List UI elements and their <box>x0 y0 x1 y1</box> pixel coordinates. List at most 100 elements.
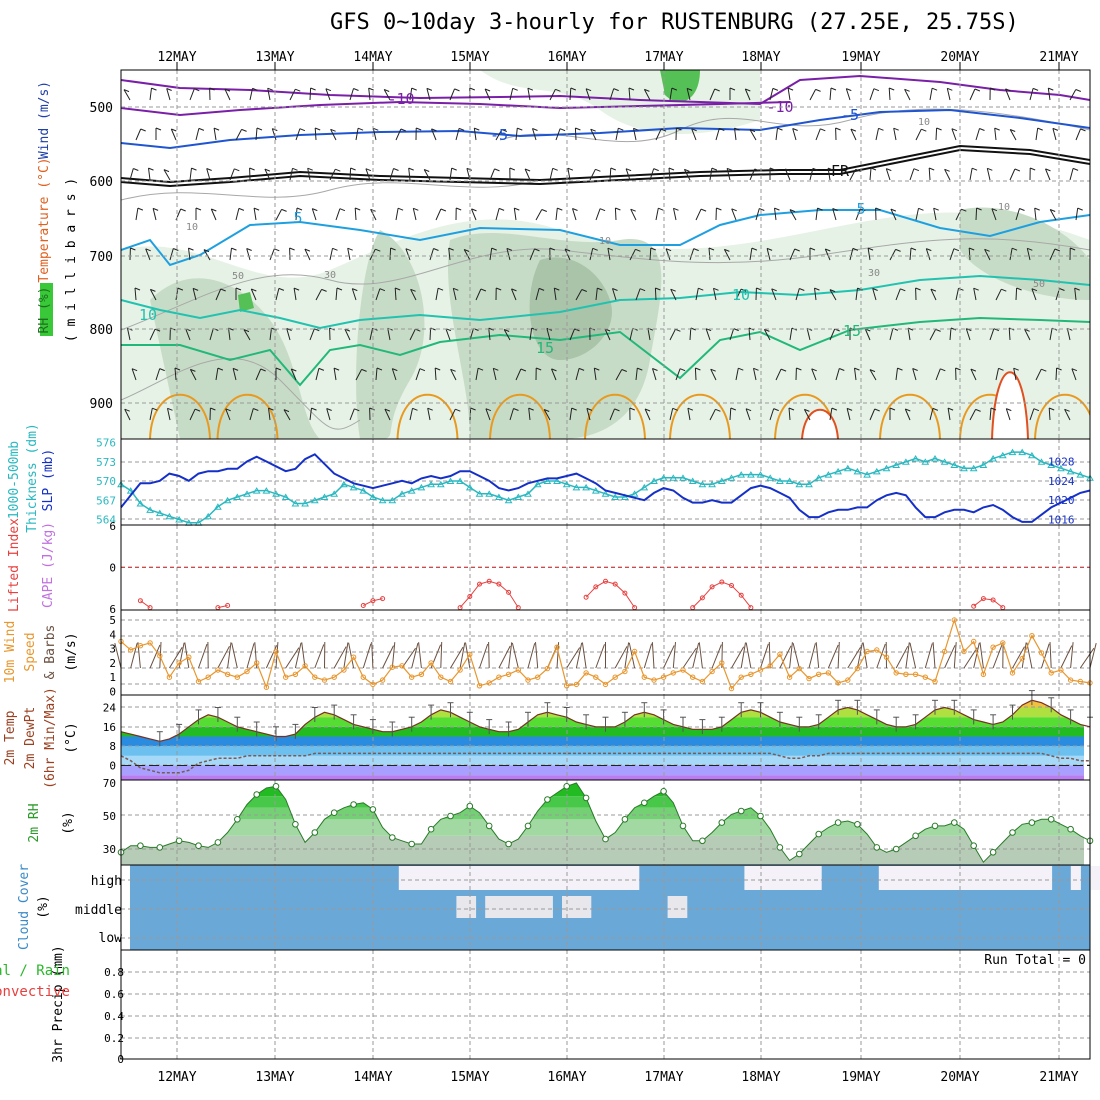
thickness-point <box>727 474 736 481</box>
wind-barb-flag <box>987 167 993 171</box>
temperature-contour-4 <box>121 148 1090 188</box>
wind10-barb <box>651 642 655 669</box>
wind-barb <box>595 288 598 301</box>
bottom-date-label: 18MAY <box>741 1070 780 1085</box>
wind-barb <box>431 128 437 141</box>
rh2m-point <box>834 819 842 826</box>
wind10-barb <box>130 643 138 669</box>
wind-barb-flag <box>975 408 981 412</box>
wind-barb-flag <box>753 367 759 371</box>
wind-barb <box>731 208 737 221</box>
wind-barb <box>215 368 219 381</box>
rh2m-point <box>466 802 474 810</box>
wind10-point <box>302 663 308 669</box>
wind-barb <box>615 369 623 381</box>
wind-barb-flag <box>304 248 311 252</box>
wind-barb-flag <box>235 287 242 291</box>
wind-barb-flag <box>437 287 444 291</box>
wind-barb <box>575 289 583 301</box>
wind-barb <box>485 408 491 421</box>
wind-barb <box>595 208 601 221</box>
wind-barb-flag <box>167 407 173 411</box>
wind10-barb <box>343 642 349 669</box>
wind10-barb <box>932 642 936 669</box>
wind10-point <box>341 667 347 673</box>
wind-barb <box>551 368 557 381</box>
temperature-contour-3 <box>121 144 1090 184</box>
wind-barb <box>325 88 331 101</box>
rh-mask <box>121 780 1090 863</box>
wind-barb-flag <box>716 207 722 211</box>
lifted-index-point <box>486 578 492 584</box>
wind-barb-flag <box>477 367 484 371</box>
wind-barb <box>1064 409 1071 421</box>
wind10-barb <box>1060 645 1073 669</box>
temp-band-3 <box>121 746 1084 756</box>
cloud-cover-panel <box>130 865 1100 950</box>
rh2m-point <box>137 842 144 850</box>
rh2m-point <box>989 849 997 856</box>
wind-barb <box>889 249 897 261</box>
wind10-point <box>903 671 909 677</box>
wind-barb-flag <box>395 287 401 291</box>
wind-barb-flag <box>931 87 938 91</box>
dewpoint-line <box>120 752 1090 774</box>
cloud-high-gap <box>619 866 630 890</box>
wind-barb <box>155 368 161 381</box>
wind-barb <box>929 329 937 341</box>
wind-barb <box>986 168 991 181</box>
wind-barb <box>652 368 657 381</box>
wind-barb <box>845 88 851 101</box>
top-date-label: 17MAY <box>644 50 683 65</box>
wind-barb-flag <box>921 128 927 132</box>
cloud-high-gap <box>542 866 553 890</box>
wind-barb <box>723 249 731 261</box>
rh-fill <box>121 780 1090 865</box>
wind-barb-flag <box>947 87 953 91</box>
rh2m-point <box>234 816 241 823</box>
wind-barb <box>912 368 917 381</box>
thickness-point <box>872 467 881 475</box>
wind-barb <box>412 208 417 221</box>
wind10-point <box>128 647 134 653</box>
wind10-barb <box>371 641 374 669</box>
wind10-barb <box>450 646 464 669</box>
wind-barb-flag <box>1059 288 1065 291</box>
wind10-point <box>476 683 483 689</box>
wind-barb-flag <box>766 247 773 251</box>
wind-barb-flag <box>592 247 598 251</box>
wind10-point <box>883 654 890 660</box>
wind10-barb <box>731 646 745 669</box>
wind-barb-flag <box>225 408 231 412</box>
warm-contour-0 <box>149 393 211 439</box>
wind10-point <box>796 665 802 672</box>
wind-barb <box>872 288 877 301</box>
wind-barb <box>267 88 271 101</box>
thickness-point <box>427 480 435 488</box>
wind-barb <box>543 409 551 421</box>
wind-barb <box>933 208 937 221</box>
wind-barb-flag <box>930 288 937 292</box>
wind-barb-flag <box>453 287 459 291</box>
wind-barb <box>449 88 455 101</box>
thickness-point <box>921 458 930 465</box>
wind-barb-flag <box>614 408 620 412</box>
lifted-tick-label: 6 <box>109 603 116 616</box>
wind-barb-flag <box>976 207 982 211</box>
contour-label: 10 <box>139 306 157 324</box>
thickness-point <box>146 506 154 513</box>
wind-barb-flag <box>228 327 234 331</box>
wind-barb <box>569 408 573 421</box>
wind-barb <box>210 208 217 221</box>
wind-tick-label: 2 <box>109 657 116 670</box>
wind-barb-flag <box>940 368 946 372</box>
cloud-high-gap <box>907 866 918 890</box>
wind10-barb <box>1089 642 1097 669</box>
wind10-barb <box>692 642 700 669</box>
wind10-point <box>292 671 299 677</box>
wind-barb-flag <box>1048 87 1054 91</box>
wind-barb <box>890 208 897 221</box>
thickness-point <box>388 496 397 504</box>
wind-barb <box>527 88 531 101</box>
wind10-point <box>1048 670 1054 676</box>
